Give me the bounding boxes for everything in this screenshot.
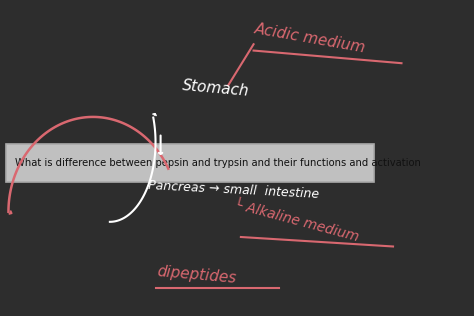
FancyBboxPatch shape (6, 144, 374, 182)
Text: Pancreas → small  intestine: Pancreas → small intestine (148, 179, 319, 201)
Text: Stomach: Stomach (182, 78, 250, 99)
Text: What is difference between pepsin and trypsin and their functions and activation: What is difference between pepsin and tr… (15, 158, 420, 168)
Text: └ Alkaline medium: └ Alkaline medium (232, 198, 361, 245)
Text: dipeptides: dipeptides (156, 264, 237, 286)
Text: Acidic medium: Acidic medium (254, 21, 367, 55)
